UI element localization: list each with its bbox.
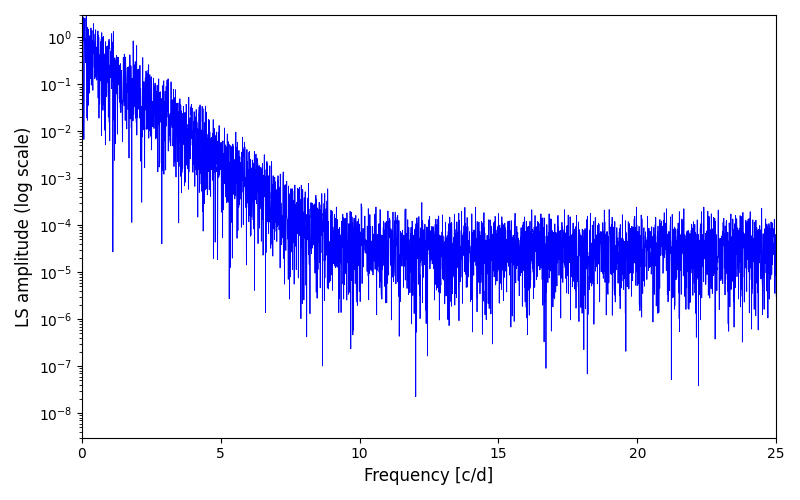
Y-axis label: LS amplitude (log scale): LS amplitude (log scale) bbox=[15, 126, 33, 326]
X-axis label: Frequency [c/d]: Frequency [c/d] bbox=[364, 467, 494, 485]
